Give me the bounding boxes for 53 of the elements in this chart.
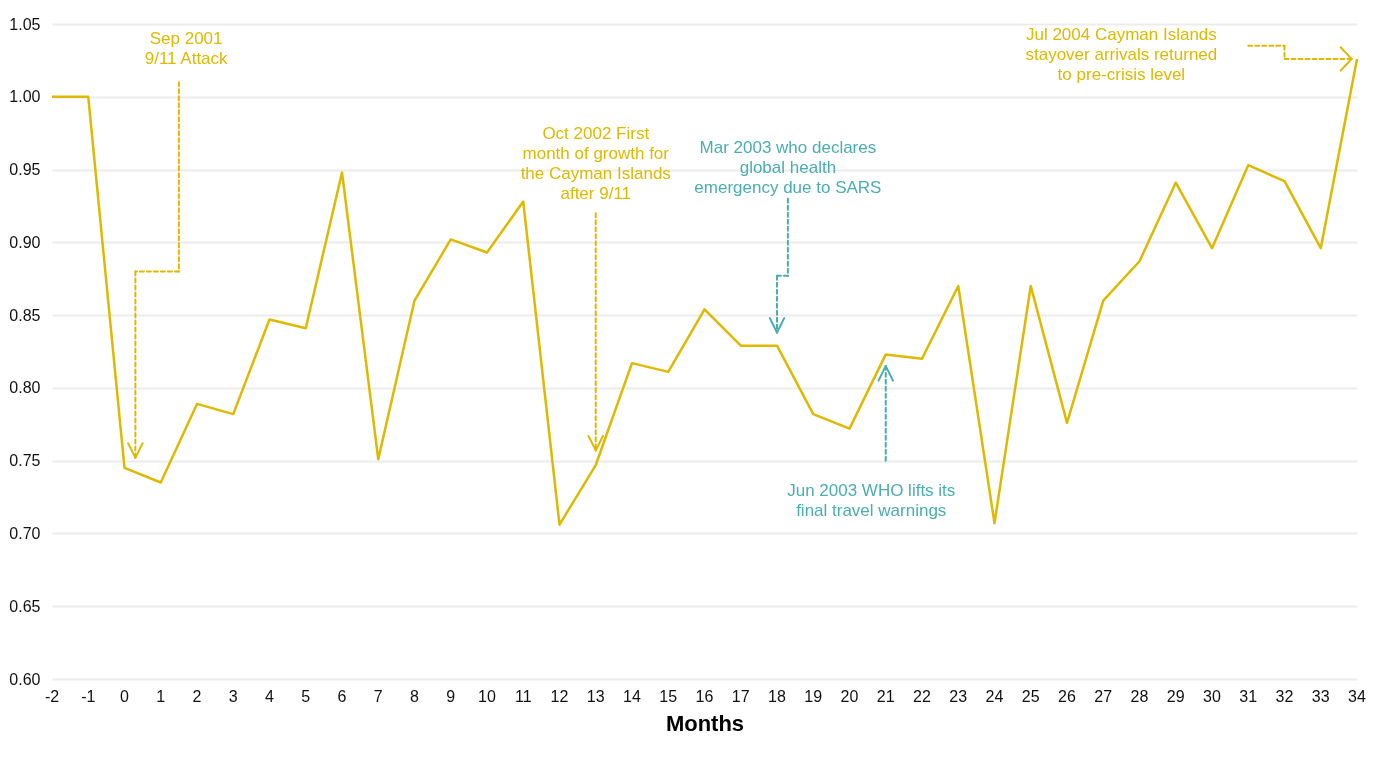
x-tick-label: 33 [1311, 688, 1330, 705]
x-tick-label: 14 [623, 688, 641, 705]
x-tick-label: 8 [410, 688, 420, 705]
y-tick-label: 0.85 [9, 306, 41, 324]
x-tick-label: 28 [1130, 688, 1149, 705]
x-tick-label: 24 [985, 688, 1004, 705]
y-tick-label: 0.90 [9, 233, 41, 251]
y-tick-label: 0.65 [9, 597, 41, 615]
x-tick-label: 21 [876, 688, 895, 705]
y-tick-label: 1.05 [9, 15, 41, 33]
annotation: Jul 2004 Cayman Islands stayover arrivals returned to pre-crisis level [1025, 24, 1218, 84]
x-tick-label: 34 [1348, 688, 1366, 705]
x-axis-title: Months [665, 710, 745, 736]
x-tick-label: 17 [731, 688, 750, 705]
y-tick-label: 0.60 [9, 670, 41, 688]
x-tick-label: 2 [192, 688, 202, 705]
y-tick-label: 1.00 [9, 88, 41, 106]
x-tick-label: 26 [1058, 688, 1076, 705]
x-tick-label: 30 [1203, 688, 1221, 705]
x-tick-label: 0 [120, 688, 130, 705]
x-tick-label: 15 [659, 688, 678, 705]
x-tick-label: 29 [1166, 688, 1185, 705]
x-tick-label: 23 [949, 688, 968, 705]
y-tick-label: 0.75 [9, 452, 41, 470]
x-tick-label: 9 [446, 688, 456, 705]
x-tick-label: -1 [81, 688, 96, 705]
x-tick-label: 25 [1021, 688, 1040, 705]
x-tick-label: 19 [804, 688, 823, 705]
x-tick-label: 1 [156, 688, 166, 705]
x-tick-label: 10 [478, 688, 496, 705]
x-tick-label: 16 [695, 688, 714, 705]
x-tick-label: 20 [840, 688, 859, 705]
annotation: Jun 2003 WHO lifts its final travel warnings [787, 480, 956, 520]
annotation: Sep 2001 9/11 Attack [144, 29, 229, 69]
x-tick-label: 7 [373, 688, 383, 705]
y-tick-label: 0.70 [9, 524, 41, 542]
x-tick-label: 32 [1275, 688, 1294, 705]
y-tick-label: 0.80 [9, 379, 41, 397]
x-tick-label: 5 [301, 688, 311, 705]
annotation: Mar 2003 who declares global health emergency due to SARS [694, 138, 882, 198]
x-tick-label: 22 [913, 688, 931, 705]
y-tick-label: 0.95 [9, 161, 41, 179]
x-tick-label: 4 [265, 688, 275, 705]
x-tick-label: 12 [550, 688, 569, 705]
x-tick-label: -2 [44, 688, 60, 705]
x-tick-label: 27 [1094, 688, 1113, 705]
annotation: Oct 2002 First month of growth for the Cayman Islands after 9/11 [520, 123, 671, 203]
x-tick-label: 6 [337, 688, 347, 705]
x-tick-label: 31 [1239, 688, 1258, 705]
x-tick-label: 13 [586, 688, 605, 705]
x-tick-label: 11 [514, 688, 532, 705]
x-tick-label: 3 [228, 688, 238, 705]
x-tick-label: 18 [768, 688, 786, 705]
